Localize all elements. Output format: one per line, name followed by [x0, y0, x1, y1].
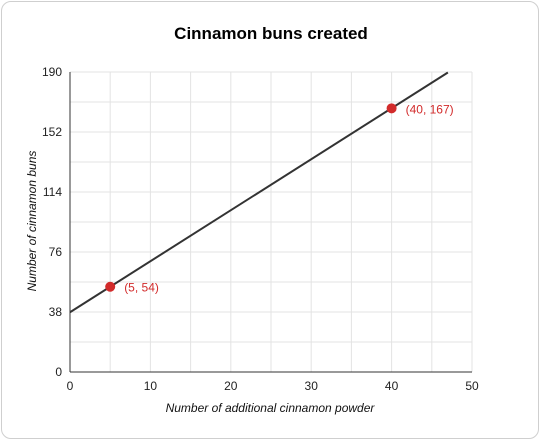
x-axis-label: Number of additional cinnamon powder	[166, 401, 376, 415]
y-tick-label: 0	[55, 365, 62, 379]
y-tick-label: 152	[42, 125, 62, 139]
x-tick-label: 30	[305, 379, 319, 393]
x-tick-label: 10	[144, 379, 158, 393]
data-point	[386, 103, 397, 114]
x-tick-label: 20	[224, 379, 238, 393]
trend-line	[69, 71, 449, 314]
x-tick-label: 50	[465, 379, 479, 393]
data-point-label: (5, 54)	[124, 281, 159, 295]
y-tick-label: 38	[49, 305, 63, 319]
y-axis-label: Number of cinnamon buns	[25, 151, 39, 292]
data-point	[105, 281, 116, 292]
chart-title: Cinnamon buns created	[174, 24, 368, 43]
x-tick-label: 40	[385, 379, 399, 393]
y-tick-label: 76	[49, 245, 63, 259]
x-tick-label: 0	[67, 379, 74, 393]
data-point-label: (40, 167)	[406, 102, 454, 116]
y-tick-label: 114	[43, 185, 62, 199]
y-tick-label: 190	[42, 65, 62, 79]
